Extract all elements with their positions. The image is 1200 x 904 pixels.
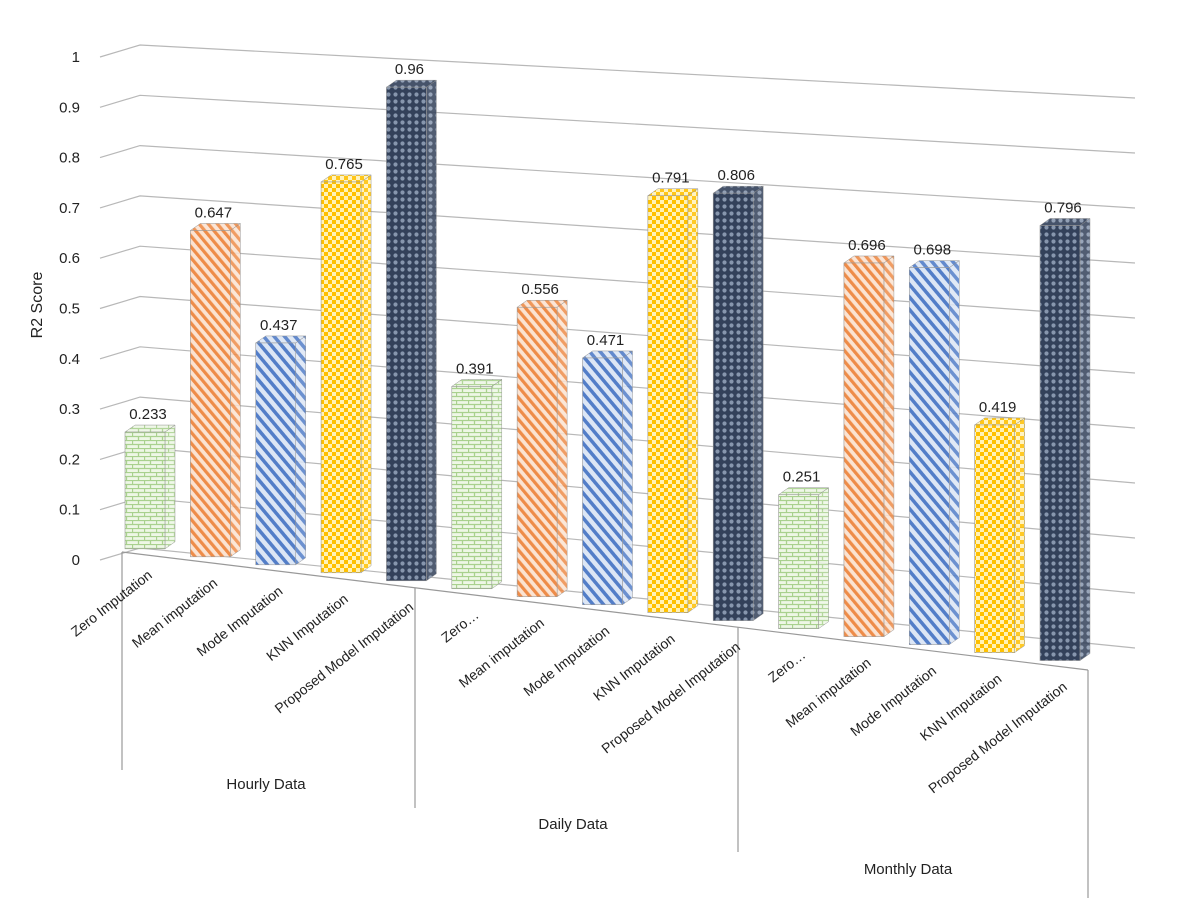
gridline bbox=[99, 396, 1136, 484]
bar bbox=[973, 417, 1026, 654]
bar bbox=[908, 260, 961, 646]
bar bbox=[385, 79, 438, 582]
gridline bbox=[99, 295, 1136, 374]
x-tick-label: Zero… bbox=[765, 646, 809, 685]
bar bbox=[777, 487, 830, 630]
data-label: 0.391 bbox=[456, 360, 494, 377]
bar bbox=[712, 185, 765, 622]
group-label: Hourly Data bbox=[226, 776, 306, 793]
x-tick-label: Proposed Model Imputation bbox=[598, 638, 743, 756]
data-label: 0.765 bbox=[325, 156, 363, 173]
bar bbox=[647, 188, 699, 614]
bar bbox=[843, 255, 895, 638]
bar bbox=[1039, 217, 1091, 662]
data-label: 0.556 bbox=[521, 281, 559, 298]
gridline bbox=[99, 245, 1136, 319]
data-label: 0.696 bbox=[848, 237, 886, 254]
data-label: 0.419 bbox=[979, 399, 1017, 416]
bar bbox=[254, 335, 307, 566]
bar bbox=[124, 424, 176, 550]
axes bbox=[121, 551, 1089, 898]
bar bbox=[320, 174, 372, 574]
data-label: 0.796 bbox=[1044, 199, 1082, 216]
y-tick-label: 0.1 bbox=[59, 502, 80, 519]
y-tick-label: 0.4 bbox=[59, 351, 80, 368]
y-tick-label: 1 bbox=[72, 49, 80, 66]
y-axis-title: R2 Score bbox=[29, 272, 46, 339]
group-label: Monthly Data bbox=[864, 861, 953, 878]
bar bbox=[450, 378, 503, 590]
group-label: Daily Data bbox=[538, 816, 608, 833]
data-label: 0.96 bbox=[395, 61, 424, 78]
data-label: 0.698 bbox=[914, 242, 952, 259]
gridline bbox=[99, 44, 1136, 99]
gridline bbox=[99, 94, 1136, 154]
y-tick-label: 0.6 bbox=[59, 250, 80, 267]
bars bbox=[124, 79, 1091, 662]
y-tick-label: 0.9 bbox=[59, 99, 80, 116]
y-tick-label: 0 bbox=[72, 552, 80, 569]
y-tick-label: 0.8 bbox=[59, 150, 80, 167]
x-tick-label: Proposed Model Imputation bbox=[272, 598, 417, 716]
data-label: 0.233 bbox=[129, 406, 167, 423]
y-tick-label: 0.2 bbox=[59, 451, 80, 468]
data-label: 0.647 bbox=[195, 204, 233, 221]
gridlines bbox=[99, 44, 1136, 649]
data-label: 0.437 bbox=[260, 317, 298, 334]
bar bbox=[581, 350, 634, 606]
gridline bbox=[99, 195, 1136, 264]
y-tick-label: 0.3 bbox=[59, 401, 80, 418]
y-tick-label: 0.5 bbox=[59, 301, 80, 318]
bar bbox=[189, 222, 242, 558]
gridline bbox=[99, 144, 1136, 209]
bar bbox=[516, 299, 568, 598]
x-tick-label: Proposed Model Imputation bbox=[925, 678, 1070, 796]
data-label: 0.791 bbox=[652, 170, 690, 187]
gridline bbox=[99, 346, 1136, 429]
x-tick-label: Zero… bbox=[438, 606, 482, 645]
data-label: 0.806 bbox=[717, 167, 755, 184]
data-label: 0.251 bbox=[783, 469, 821, 486]
data-label: 0.471 bbox=[587, 332, 625, 349]
y-tick-label: 0.7 bbox=[59, 200, 80, 217]
